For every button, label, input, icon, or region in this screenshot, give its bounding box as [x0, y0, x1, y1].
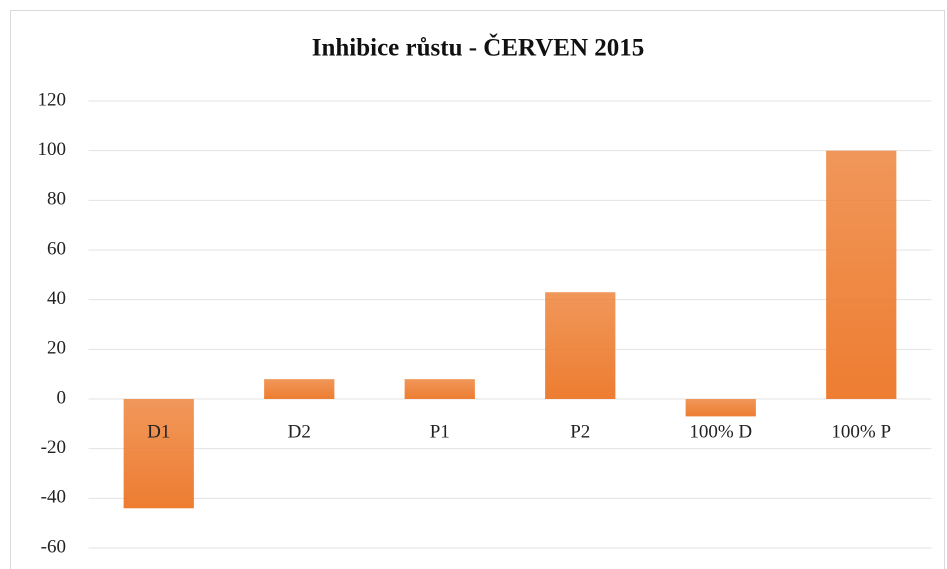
- bar: [685, 399, 756, 417]
- y-tick-label: 0: [57, 387, 67, 408]
- x-tick-label: P1: [430, 421, 450, 442]
- y-tick-label: 20: [47, 338, 66, 359]
- y-tick-label: 60: [47, 238, 66, 259]
- y-tick-label: -60: [41, 536, 66, 557]
- y-tick-label: 80: [47, 189, 66, 210]
- y-tick-label: -40: [41, 487, 66, 508]
- y-tick-label: -20: [41, 437, 66, 458]
- chart-title: Inhibice růstu - ČERVEN 2015: [312, 33, 645, 62]
- x-tick-label: 100% P: [831, 421, 891, 442]
- x-tick-label: D2: [288, 421, 311, 442]
- x-tick-label: 100% D: [689, 421, 752, 442]
- y-tick-label: 40: [47, 288, 66, 309]
- x-tick-label: D1: [147, 421, 170, 442]
- y-tick-label: 120: [38, 89, 67, 110]
- bar: [545, 292, 616, 399]
- bar: [264, 379, 335, 399]
- x-tick-label: P2: [570, 421, 590, 442]
- bar: [123, 399, 194, 509]
- y-tick-label: 100: [38, 139, 67, 160]
- bar: [826, 150, 897, 399]
- bar: [404, 379, 475, 399]
